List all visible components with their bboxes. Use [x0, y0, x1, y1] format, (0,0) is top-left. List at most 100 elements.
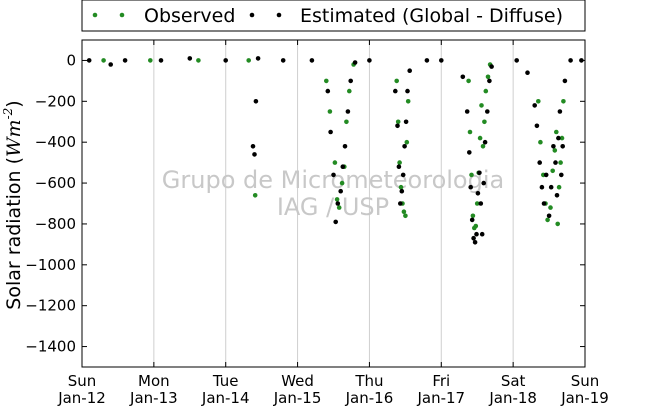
- observed-point: [480, 144, 486, 149]
- y-tick-label: −1400: [25, 338, 76, 356]
- estimated-point: [250, 144, 256, 149]
- estimated-point: [352, 60, 358, 65]
- estimated-point: [489, 64, 494, 69]
- estimated-point: [400, 172, 406, 178]
- estimated-point: [557, 109, 563, 114]
- estimated-point: [253, 99, 259, 104]
- estimated-point: [396, 164, 402, 169]
- legend-estimated-marker: [276, 12, 282, 18]
- x-tick-date-label: Jan-18: [488, 389, 537, 407]
- observed-point: [559, 135, 565, 141]
- observed-point: [327, 109, 333, 114]
- y-tick-label: −800: [35, 215, 76, 233]
- legend-observed-marker: [92, 12, 98, 18]
- estimated-point: [252, 152, 257, 157]
- x-tick-day-label: Tue: [212, 372, 239, 390]
- estimated-point: [335, 201, 341, 206]
- estimated-point: [478, 201, 484, 206]
- x-tick-day-label: Fri: [432, 372, 450, 390]
- observed-point: [398, 184, 404, 190]
- observed-point: [336, 205, 342, 210]
- observed-point: [485, 74, 491, 80]
- x-tick-day-label: Sat: [501, 372, 526, 390]
- estimated-point: [559, 172, 564, 178]
- estimated-point: [514, 58, 519, 63]
- y-tick-label: −1200: [25, 297, 76, 315]
- observed-point: [555, 221, 560, 227]
- y-tick-label: −400: [35, 133, 76, 151]
- legend-observed-marker: [119, 12, 125, 18]
- x-tick-date-label: Jan-19: [560, 389, 609, 407]
- estimated-point: [562, 78, 568, 84]
- plot-area: [82, 40, 585, 367]
- estimated-point: [482, 139, 488, 145]
- estimated-point: [469, 217, 475, 223]
- x-tick-day-label: Sun: [68, 372, 97, 390]
- estimated-point: [108, 62, 113, 67]
- x-tick-date-label: Jan-15: [273, 389, 322, 407]
- estimated-point: [280, 58, 286, 63]
- estimated-point: [467, 150, 472, 155]
- observed-point: [334, 197, 340, 202]
- observed-point: [466, 78, 471, 84]
- observed-point: [483, 88, 489, 94]
- estimated-point: [424, 58, 430, 63]
- estimated-point: [402, 144, 407, 149]
- estimated-point: [460, 74, 466, 80]
- observed-point: [148, 58, 153, 63]
- estimated-point: [464, 109, 470, 114]
- y-tick-label: 0: [66, 51, 76, 69]
- estimated-point: [479, 231, 485, 237]
- observed-point: [477, 135, 483, 141]
- estimated-point: [405, 88, 410, 94]
- observed-point: [252, 193, 258, 198]
- estimated-point: [340, 164, 346, 169]
- observed-point: [473, 223, 479, 229]
- estimated-point: [537, 160, 542, 165]
- observed-point: [196, 58, 201, 63]
- estimated-point: [439, 58, 444, 63]
- observed-point: [536, 99, 541, 104]
- observed-point: [474, 201, 480, 206]
- observed-point: [344, 119, 349, 125]
- observed-point: [470, 213, 476, 219]
- estimated-point: [551, 144, 556, 149]
- estimated-point: [187, 56, 193, 61]
- observed-point: [552, 148, 558, 153]
- observed-point: [550, 168, 555, 174]
- estimated-point: [475, 191, 481, 196]
- estimated-point: [560, 144, 565, 149]
- estimated-point: [532, 103, 537, 108]
- estimated-point: [333, 219, 339, 225]
- estimated-point: [158, 58, 164, 63]
- estimated-point: [539, 184, 545, 190]
- estimated-point: [548, 184, 554, 190]
- data-points: [86, 56, 584, 245]
- x-tick-date-label: Jan-17: [416, 389, 465, 407]
- estimated-point: [328, 129, 333, 135]
- observed-point: [246, 58, 251, 63]
- x-tick-date-label: Jan-14: [201, 389, 250, 407]
- legend: Observed Estimated (Global - Diffuse): [81, 0, 586, 32]
- y-tick-label: −200: [35, 92, 76, 110]
- observed-point: [401, 209, 407, 214]
- observed-point: [558, 160, 563, 165]
- estimated-point: [472, 240, 478, 245]
- x-tick-day-label: Mon: [138, 372, 170, 390]
- x-grid: [153, 40, 514, 367]
- estimated-point: [309, 58, 315, 63]
- estimated-point: [348, 78, 354, 84]
- x-tick-day-label: Sun: [571, 372, 600, 390]
- watermark-line-2: IAG / USP: [277, 193, 389, 221]
- estimated-point: [342, 144, 348, 149]
- x-tick-day-label: Thu: [354, 372, 383, 390]
- estimated-point: [122, 58, 128, 63]
- estimated-point: [556, 135, 561, 141]
- observed-point: [554, 129, 559, 135]
- observed-point: [332, 160, 338, 165]
- estimated-point: [568, 58, 573, 63]
- estimated-point: [543, 172, 549, 178]
- plot-frame: [81, 39, 586, 368]
- observed-point: [347, 88, 352, 94]
